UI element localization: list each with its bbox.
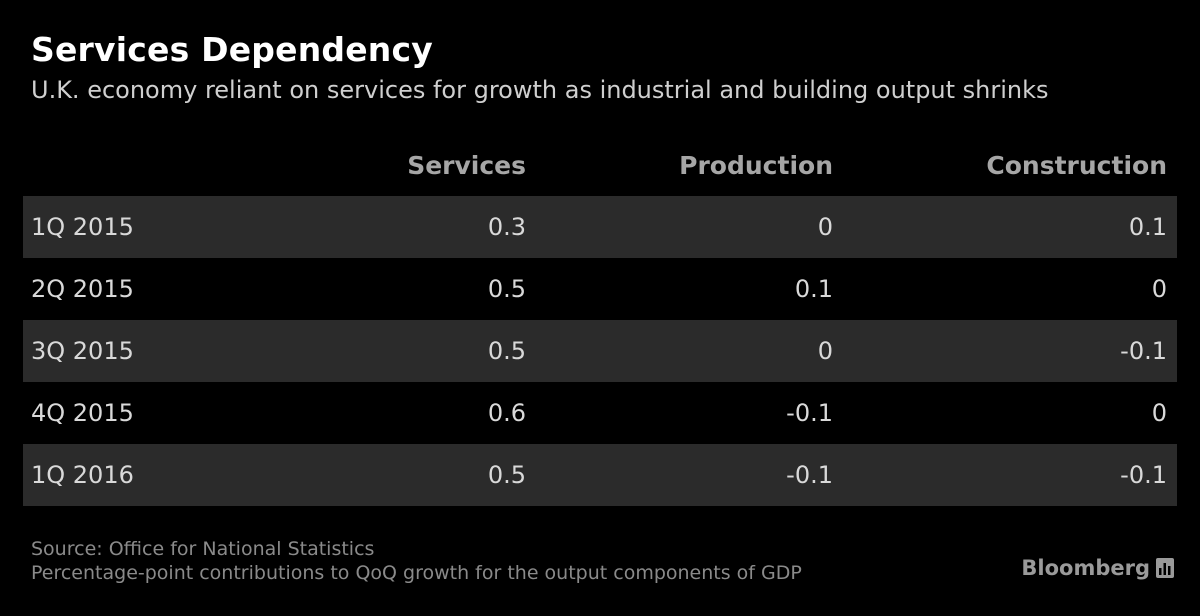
cell-production: 0: [817, 213, 833, 241]
table-row: 3Q 2015 0.5 0 -0.1: [23, 320, 1177, 382]
data-table: Services Production Construction 1Q 2015…: [23, 135, 1177, 506]
chart-title: Services Dependency: [31, 30, 433, 69]
cell-production: -0.1: [786, 399, 833, 427]
table-row: 1Q 2016 0.5 -0.1 -0.1: [23, 444, 1177, 506]
column-header-services: Services: [407, 151, 526, 180]
cell-construction: -0.1: [1120, 461, 1167, 489]
cell-production: -0.1: [786, 461, 833, 489]
table-row: 4Q 2015 0.6 -0.1 0: [23, 382, 1177, 444]
bloomberg-chart-icon: [1156, 558, 1174, 578]
column-header-production: Production: [679, 151, 833, 180]
column-header-construction: Construction: [986, 151, 1167, 180]
table-row: 2Q 2015 0.5 0.1 0: [23, 258, 1177, 320]
row-label: 3Q 2015: [31, 337, 134, 365]
cell-construction: 0: [1151, 399, 1167, 427]
chart-subtitle: U.K. economy reliant on services for gro…: [31, 76, 1049, 104]
brand-name: Bloomberg: [1021, 556, 1150, 580]
cell-production: 0.1: [794, 275, 833, 303]
table-header-row: Services Production Construction: [23, 135, 1177, 196]
cell-services: 0.5: [487, 275, 526, 303]
row-label: 1Q 2015: [31, 213, 134, 241]
cell-services: 0.6: [487, 399, 526, 427]
methodology-note: Percentage-point contributions to QoQ gr…: [31, 562, 802, 584]
cell-construction: -0.1: [1120, 337, 1167, 365]
cell-services: 0.5: [487, 337, 526, 365]
cell-construction: 0.1: [1128, 213, 1167, 241]
cell-services: 0.5: [487, 461, 526, 489]
row-label: 2Q 2015: [31, 275, 134, 303]
row-label: 4Q 2015: [31, 399, 134, 427]
row-label: 1Q 2016: [31, 461, 134, 489]
cell-construction: 0: [1151, 275, 1167, 303]
cell-services: 0.3: [487, 213, 526, 241]
table-row: 1Q 2015 0.3 0 0.1: [23, 196, 1177, 258]
source-note: Source: Office for National Statistics: [31, 538, 375, 560]
footer: Source: Office for National Statistics P…: [31, 537, 802, 585]
brand-logo: Bloomberg: [1021, 556, 1174, 580]
cell-production: 0: [817, 337, 833, 365]
